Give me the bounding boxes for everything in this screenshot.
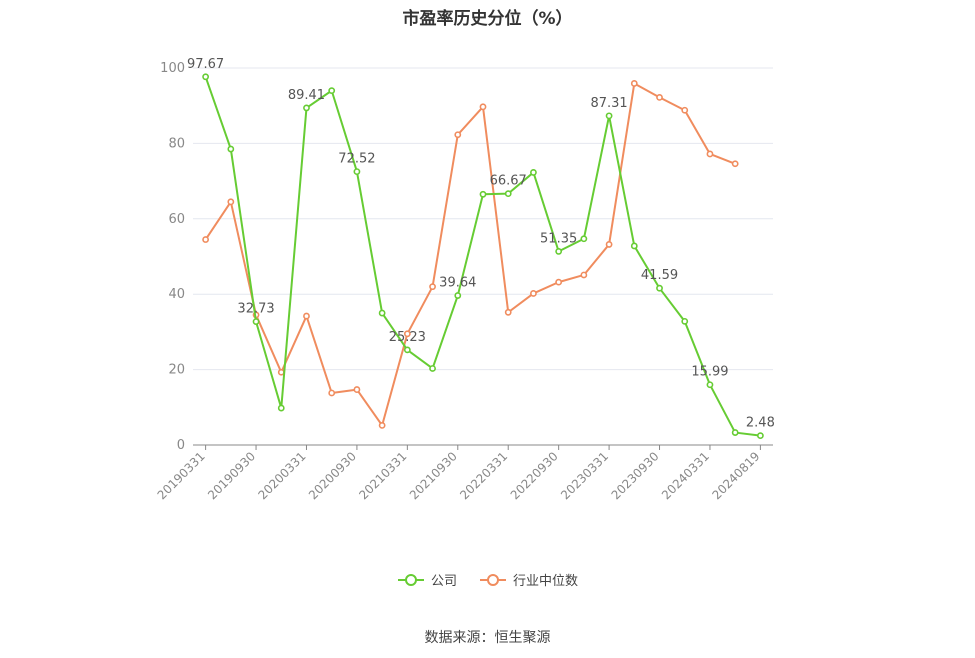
legend-item-industry[interactable]: 行业中位数 — [479, 570, 578, 589]
data-point — [656, 284, 663, 292]
data-point — [227, 145, 235, 153]
x-tick-label: 20220331 — [457, 449, 510, 502]
data-point — [303, 312, 310, 320]
data-point — [403, 346, 411, 354]
data-point — [530, 169, 537, 176]
source-note: 数据来源：恒生聚源 — [424, 630, 551, 646]
legend-company-icon — [397, 573, 424, 586]
data-point — [555, 248, 563, 255]
data-point — [252, 318, 260, 326]
data-label: 2.48 — [746, 416, 775, 431]
data-point — [530, 290, 537, 297]
legend-industry-icon — [480, 573, 506, 586]
data-point — [731, 429, 739, 436]
data-label: 51.35 — [540, 231, 577, 246]
data-point — [630, 242, 638, 250]
data-point — [378, 421, 386, 429]
grid-lines — [193, 67, 773, 371]
x-tick-label: 20230331 — [558, 449, 611, 502]
data-point — [706, 381, 714, 389]
y-tick-label: 60 — [168, 212, 185, 227]
data-point — [580, 271, 588, 279]
y-tick-label: 20 — [168, 363, 185, 378]
series-line-0 — [204, 76, 761, 437]
data-point — [227, 198, 235, 206]
data-point — [303, 104, 310, 112]
x-tick-label: 20190930 — [205, 449, 258, 502]
data-point — [353, 168, 361, 175]
x-tick-label: 20210930 — [407, 449, 460, 502]
data-point — [454, 131, 462, 139]
x-tick-label: 20190331 — [155, 449, 208, 502]
line-chart: 0 20 40 60 80 100 2019033120190930202003312020… — [155, 57, 775, 503]
data-point — [605, 241, 613, 248]
x-tick-label: 20210331 — [356, 449, 409, 502]
data-point — [756, 432, 764, 440]
chart-title: 市盈率历史分位（%） — [402, 9, 573, 29]
y-tick-label: 40 — [168, 287, 185, 302]
data-point — [454, 292, 462, 299]
data-point — [555, 278, 563, 286]
data-label: 15.99 — [691, 365, 728, 380]
data-point — [277, 368, 285, 376]
series-line-1 — [204, 82, 736, 427]
data-point — [605, 112, 613, 120]
x-tick-label: 20200930 — [306, 449, 359, 502]
data-point — [630, 80, 638, 87]
legend-item-company[interactable]: 公司 — [397, 570, 457, 589]
data-point — [731, 160, 739, 168]
data-point — [504, 190, 512, 198]
data-label: 72.52 — [338, 152, 375, 167]
data-point — [277, 404, 285, 412]
legend-label-industry: 行业中位数 — [513, 574, 579, 589]
y-tick-label: 80 — [168, 136, 185, 151]
data-point — [681, 317, 689, 325]
data-point — [353, 386, 361, 393]
x-tick-label: 20200331 — [256, 449, 309, 502]
data-point — [504, 308, 512, 316]
data-point — [479, 190, 487, 198]
data-label: 41.59 — [641, 268, 678, 283]
data-point — [328, 389, 336, 397]
data-label: 97.67 — [187, 57, 224, 72]
data-point — [328, 87, 336, 95]
data-label: 87.31 — [590, 96, 627, 111]
data-labels: 97.67 32.73 89.41 72.52 25.23 39.64 66.67 51.35… — [187, 57, 775, 431]
data-point — [403, 330, 411, 338]
data-point — [202, 73, 210, 81]
data-point — [429, 365, 436, 372]
x-tick-label: 20230930 — [609, 449, 662, 502]
data-label: 39.64 — [439, 276, 476, 291]
series-lines — [202, 73, 764, 440]
data-point — [656, 94, 663, 101]
data-label: 32.73 — [237, 302, 274, 317]
data-point — [479, 103, 487, 111]
data-label: 66.67 — [490, 174, 527, 189]
y-tick-label: 0 — [177, 438, 185, 453]
data-point — [706, 150, 714, 158]
x-tick-label: 20220930 — [508, 449, 561, 502]
data-label: 89.41 — [288, 88, 325, 103]
data-label: 25.23 — [389, 330, 426, 345]
data-point — [378, 309, 386, 317]
y-tick-label: 100 — [160, 61, 185, 76]
data-point — [202, 236, 210, 243]
legend-label-company: 公司 — [430, 574, 457, 589]
legend: 公司 行业中位数 — [0, 570, 975, 589]
x-tick-label: 20240331 — [659, 449, 712, 502]
data-point — [580, 235, 588, 243]
x-tick-label: 20240819 — [709, 449, 762, 502]
data-point — [429, 283, 436, 291]
data-point — [681, 106, 689, 114]
